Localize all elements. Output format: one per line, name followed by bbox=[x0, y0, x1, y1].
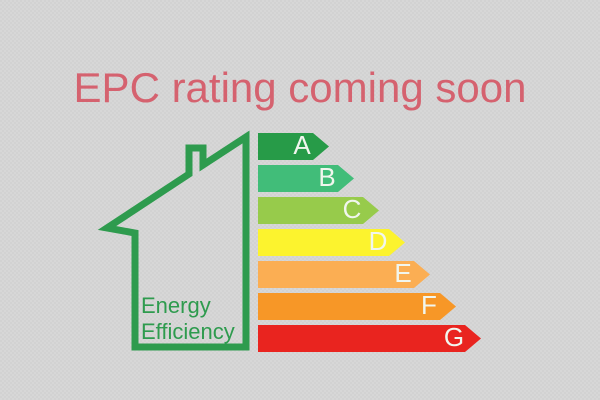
epc-band-f bbox=[258, 293, 456, 320]
energy-efficiency-label-line2: Efficiency bbox=[141, 319, 235, 344]
energy-efficiency-label: Energy Efficiency bbox=[141, 293, 235, 345]
epc-band-a-label: A bbox=[293, 130, 311, 160]
epc-band-d-label: D bbox=[369, 226, 388, 256]
epc-band-g bbox=[258, 325, 481, 352]
epc-band-b bbox=[258, 165, 354, 192]
page-title: EPC rating coming soon bbox=[73, 64, 527, 111]
epc-band-f-label: F bbox=[421, 290, 437, 320]
epc-band-e-label: E bbox=[394, 258, 411, 288]
epc-band-b-label: B bbox=[318, 162, 335, 192]
epc-band-e bbox=[258, 261, 430, 288]
energy-efficiency-label-line1: Energy bbox=[141, 293, 211, 318]
epc-band-g-label: G bbox=[444, 322, 464, 352]
house-outline-icon bbox=[97, 130, 250, 351]
epc-band-c-label: C bbox=[343, 194, 362, 224]
epc-band-c bbox=[258, 197, 379, 224]
epc-band-a bbox=[258, 133, 329, 160]
epc-band-d bbox=[258, 229, 405, 256]
